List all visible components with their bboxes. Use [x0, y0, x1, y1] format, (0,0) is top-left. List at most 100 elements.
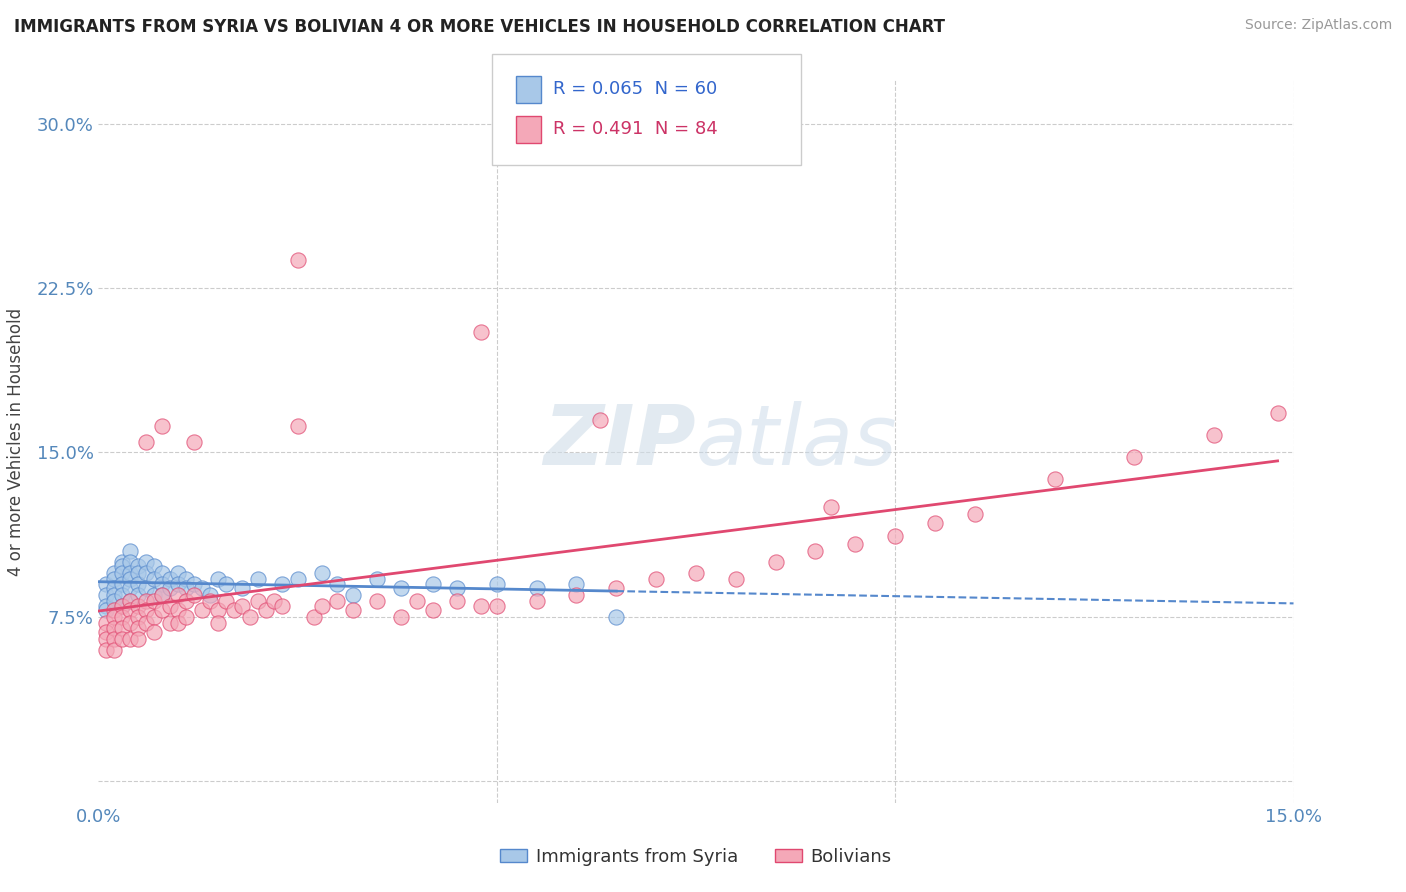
Point [685, 566, 707, 580]
Point [485, 599, 508, 613]
Text: atlas: atlas [696, 401, 897, 482]
Point [111, 588, 134, 602]
Point [111, 555, 134, 569]
Point [120, 603, 142, 617]
Point [150, 419, 173, 434]
Point [222, 603, 245, 617]
Point [422, 603, 444, 617]
Point [470, 325, 492, 339]
Point [127, 566, 149, 580]
Point [159, 573, 181, 587]
Point [246, 594, 269, 608]
Point [1267, 406, 1289, 420]
Point [174, 594, 197, 608]
Point [485, 577, 508, 591]
Point [103, 621, 125, 635]
Point [207, 616, 229, 631]
Point [127, 559, 149, 574]
Point [143, 559, 166, 574]
Point [111, 632, 134, 646]
Point [207, 603, 229, 617]
Point [96, 603, 118, 617]
Point [366, 594, 388, 608]
Point [844, 537, 866, 551]
Point [565, 588, 588, 602]
Point [135, 555, 157, 569]
Point [1123, 450, 1146, 464]
Point [167, 577, 190, 591]
Point [207, 573, 229, 587]
Point [120, 544, 142, 558]
Point [254, 603, 277, 617]
Point [143, 625, 166, 640]
Point [198, 594, 221, 608]
Point [127, 609, 149, 624]
Point [215, 594, 238, 608]
Point [231, 581, 253, 595]
Point [526, 594, 548, 608]
Point [1202, 428, 1225, 442]
Point [342, 603, 364, 617]
Point [231, 599, 253, 613]
Point [174, 573, 197, 587]
Point [470, 599, 492, 613]
Point [326, 594, 349, 608]
Point [96, 588, 118, 602]
Text: R = 0.065  N = 60: R = 0.065 N = 60 [553, 80, 717, 98]
Point [589, 412, 612, 426]
Point [366, 573, 388, 587]
Point [120, 632, 142, 646]
Point [103, 566, 125, 580]
Point [111, 577, 134, 591]
Point [287, 573, 309, 587]
Point [765, 555, 787, 569]
Point [820, 500, 842, 515]
Point [389, 581, 412, 595]
Point [135, 434, 157, 449]
Point [135, 594, 157, 608]
Point [150, 566, 173, 580]
Point [311, 599, 333, 613]
Point [111, 599, 134, 613]
Point [143, 609, 166, 624]
Point [342, 588, 364, 602]
Point [103, 581, 125, 595]
Point [103, 573, 125, 587]
Point [239, 609, 262, 624]
Point [159, 599, 181, 613]
Text: R = 0.491  N = 84: R = 0.491 N = 84 [553, 120, 717, 138]
Point [103, 603, 125, 617]
Point [167, 603, 190, 617]
Point [302, 609, 325, 624]
Point [884, 529, 907, 543]
Point [804, 544, 827, 558]
Point [326, 577, 349, 591]
Point [111, 559, 134, 574]
Point [311, 566, 333, 580]
Point [183, 577, 205, 591]
Point [270, 599, 292, 613]
Point [150, 588, 173, 602]
Point [103, 632, 125, 646]
Point [159, 616, 181, 631]
Point [143, 594, 166, 608]
Point [120, 566, 142, 580]
Point [645, 573, 668, 587]
Point [159, 581, 181, 595]
Point [605, 581, 627, 595]
Y-axis label: 4 or more Vehicles in Household: 4 or more Vehicles in Household [7, 308, 25, 575]
Point [287, 252, 309, 267]
Point [215, 577, 238, 591]
Point [167, 566, 190, 580]
Point [963, 507, 986, 521]
Point [96, 625, 118, 640]
Point [111, 566, 134, 580]
Point [127, 599, 149, 613]
Text: Source: ZipAtlas.com: Source: ZipAtlas.com [1244, 18, 1392, 32]
Point [96, 616, 118, 631]
Point [246, 573, 269, 587]
Point [174, 609, 197, 624]
Point [174, 581, 197, 595]
Point [135, 616, 157, 631]
Point [446, 594, 468, 608]
